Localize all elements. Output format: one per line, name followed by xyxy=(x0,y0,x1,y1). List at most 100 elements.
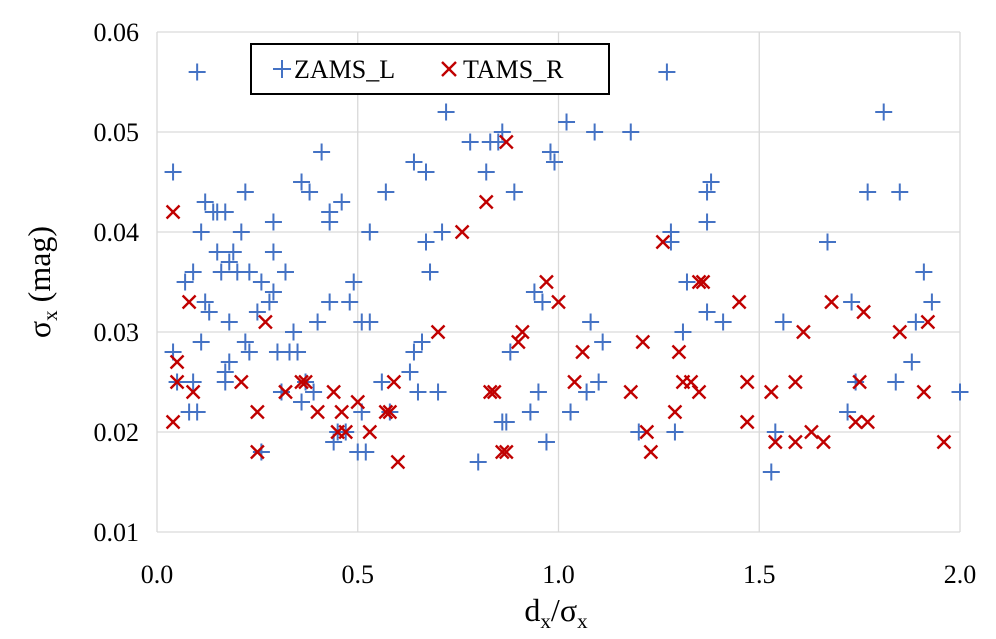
zams-point xyxy=(236,333,254,351)
tams-point xyxy=(350,394,366,410)
tams-point xyxy=(382,404,398,420)
legend-box xyxy=(250,43,610,95)
tams-point xyxy=(511,334,526,350)
legend-marker-tams xyxy=(441,61,457,77)
tams-point xyxy=(482,384,498,400)
tams-point xyxy=(169,354,185,370)
tams-point xyxy=(816,434,831,450)
tams-point xyxy=(430,324,446,340)
zams-point xyxy=(417,233,435,251)
tams-point xyxy=(258,314,273,330)
tams-point xyxy=(298,374,313,390)
tams-point xyxy=(796,324,811,340)
zams-point xyxy=(622,123,640,141)
zams-point xyxy=(341,293,359,311)
zams-point xyxy=(224,243,242,261)
y-axis-title: σx (mag) xyxy=(21,226,62,338)
zams-point xyxy=(541,143,559,161)
tams-point xyxy=(515,324,530,340)
zams-point xyxy=(674,323,692,341)
tams-point xyxy=(169,374,185,390)
zams-point xyxy=(260,293,278,311)
tams-point xyxy=(671,344,687,360)
zams-point xyxy=(843,293,861,311)
zams-point xyxy=(409,383,427,401)
zams-point xyxy=(887,373,905,391)
zams-point xyxy=(698,303,716,321)
tams-point xyxy=(551,294,566,310)
zams-point xyxy=(630,423,648,441)
tams-point xyxy=(852,374,867,390)
tams-point xyxy=(767,434,783,450)
zams-point xyxy=(537,433,555,451)
zams-point xyxy=(196,293,214,311)
tams-point xyxy=(362,424,378,440)
zams-point xyxy=(321,203,339,221)
zams-point xyxy=(586,123,604,141)
zams-point xyxy=(212,263,230,281)
zams-point xyxy=(333,193,351,211)
legend-label-tams: TAMS_R xyxy=(463,55,564,84)
zams-point xyxy=(252,273,270,291)
zams-point xyxy=(264,283,282,301)
tams-point xyxy=(856,304,871,320)
zams-point xyxy=(774,313,792,331)
zams-point xyxy=(469,453,487,471)
y-axis-title-main: σ xyxy=(21,321,57,338)
zams-point xyxy=(429,383,447,401)
tams-point xyxy=(386,374,402,390)
zams-point xyxy=(658,63,676,81)
x-tick-labels: 0.0 0.5 1.0 1.5 2.0 xyxy=(141,560,977,589)
zams-point xyxy=(184,263,202,281)
zams-point xyxy=(373,373,391,391)
tams-point xyxy=(763,384,779,400)
y-tick-label: 0.02 xyxy=(94,418,140,447)
tams-point xyxy=(498,444,514,460)
zams-point xyxy=(678,273,696,291)
y-tick-labels: 0.01 0.02 0.03 0.04 0.05 0.06 xyxy=(94,18,140,547)
zams-point xyxy=(313,143,331,161)
zams-point xyxy=(413,333,431,351)
zams-point xyxy=(839,403,857,421)
zams-point xyxy=(357,443,375,461)
zams-point xyxy=(594,333,612,351)
tams-point xyxy=(623,384,639,400)
x-axis-title: dx/σx xyxy=(524,592,588,633)
zams-point xyxy=(305,383,323,401)
x-axis-title-sub2: x xyxy=(577,609,588,633)
zams-point xyxy=(666,423,684,441)
zams-point xyxy=(714,313,732,331)
tams-point xyxy=(390,454,406,470)
zams-point xyxy=(433,223,451,241)
zams-point xyxy=(208,243,226,261)
tams-point xyxy=(334,404,350,420)
zams-point xyxy=(405,153,423,171)
zams-point xyxy=(264,213,282,231)
zams-point xyxy=(293,393,311,411)
tams-point xyxy=(486,384,502,400)
zams-point xyxy=(545,153,563,171)
zams-point xyxy=(421,263,439,281)
tams-point xyxy=(494,444,510,460)
zams-point xyxy=(377,183,395,201)
zams-point xyxy=(345,273,363,291)
tams-point xyxy=(250,404,265,420)
tams-point xyxy=(575,344,590,360)
zams-point xyxy=(907,313,925,331)
tams-point xyxy=(310,404,325,420)
zams-point xyxy=(417,163,435,181)
tams-point xyxy=(250,444,265,460)
zams-point xyxy=(220,353,238,371)
zams-point xyxy=(859,183,877,201)
tams-point xyxy=(454,224,470,240)
y-axis-title-sub: x xyxy=(38,310,62,321)
data-points xyxy=(164,63,969,481)
tams-point xyxy=(667,404,683,420)
zams-point xyxy=(301,183,319,201)
zams-point xyxy=(236,183,254,201)
zams-point xyxy=(276,263,294,281)
tams-point xyxy=(691,384,707,400)
tams-point xyxy=(326,384,342,400)
zams-point xyxy=(698,183,716,201)
